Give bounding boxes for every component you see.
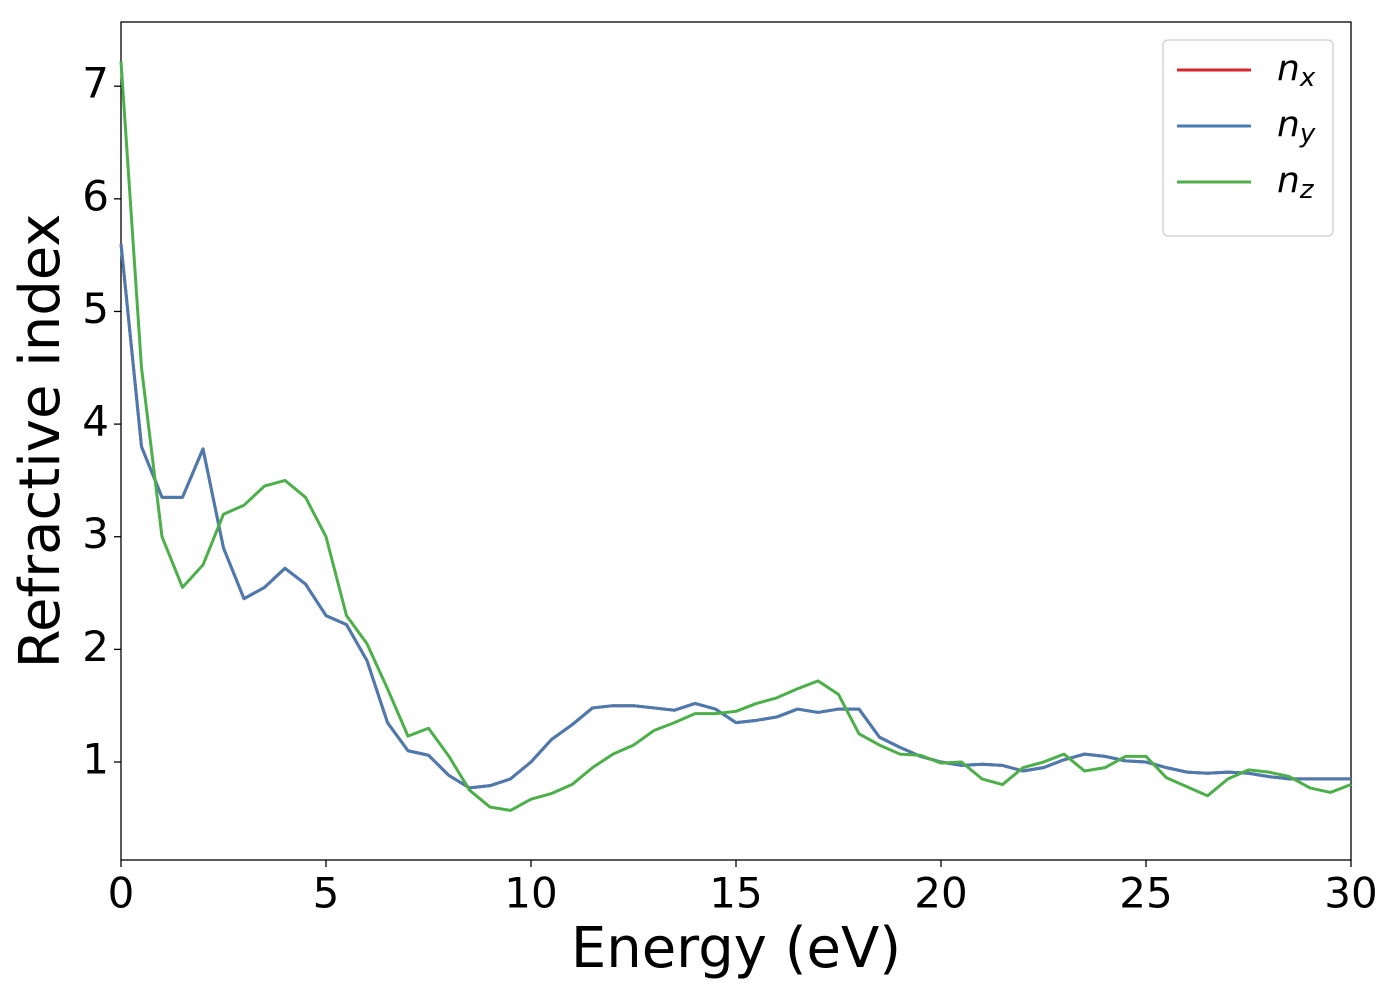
series-line <box>119 243 1351 790</box>
legend-label: nz <box>1277 160 1315 205</box>
x-tick-label: 30 <box>1324 869 1377 918</box>
y-axis-label: Refractive index <box>8 214 73 669</box>
y-tick-label: 3 <box>82 509 109 558</box>
legend-label: nx <box>1277 48 1316 93</box>
x-tick-label: 20 <box>914 869 967 918</box>
x-tick-label: 15 <box>709 869 762 918</box>
x-axis-label: Energy (eV) <box>571 916 901 981</box>
legend-label: ny <box>1277 104 1316 149</box>
series-line <box>119 243 1351 790</box>
y-tick-label: 2 <box>82 622 109 671</box>
y-tick-label: 7 <box>82 59 109 108</box>
x-tick-label: 10 <box>504 869 557 918</box>
legend-box <box>1162 39 1334 237</box>
y-tick-label: 1 <box>82 735 109 784</box>
x-tick-label: 5 <box>313 869 340 918</box>
x-tick-label: 25 <box>1119 869 1172 918</box>
y-tick-label: 4 <box>82 397 109 446</box>
x-tick-label: 0 <box>108 869 135 918</box>
y-tick-label: 5 <box>82 284 109 333</box>
series-line <box>119 61 1352 812</box>
y-tick-label: 6 <box>82 171 109 220</box>
